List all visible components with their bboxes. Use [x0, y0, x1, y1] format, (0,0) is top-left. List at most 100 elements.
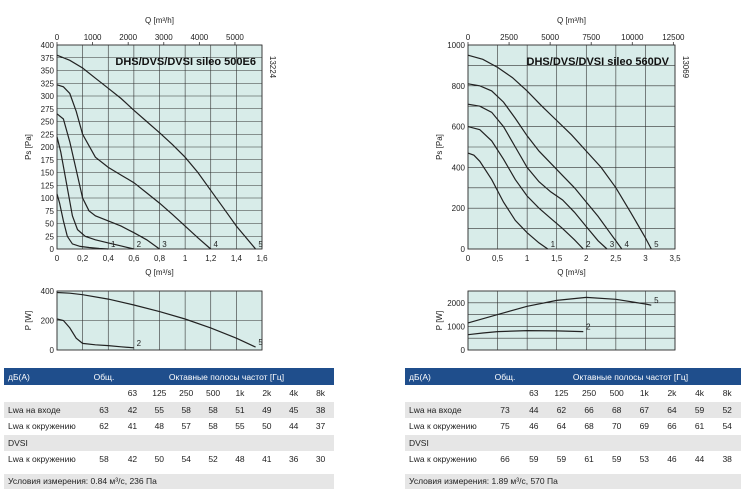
- table-row: Lwa к окружению 75 46 64 68 70 69 66 61 …: [405, 418, 741, 435]
- y-tick-label: 50: [45, 220, 54, 229]
- table-cell: 52: [199, 451, 227, 468]
- x-tick-label: 2: [584, 254, 589, 263]
- chart-code: 13224: [268, 56, 277, 79]
- table-cell: 70: [602, 418, 631, 435]
- series-label: 5: [258, 240, 263, 249]
- y-tick-label: 1000: [447, 41, 465, 50]
- table-cell: 48: [145, 418, 173, 435]
- series-line: [467, 54, 652, 250]
- table-row: Lwa к окружению 62 41 48 57 58 55 50 44 …: [4, 418, 334, 435]
- series-label: 4: [214, 240, 219, 249]
- series-label: 2: [586, 240, 591, 249]
- table-cell: 41: [253, 451, 281, 468]
- x-tick-label: 1: [525, 254, 530, 263]
- x2-tick-label: 4000: [190, 33, 208, 42]
- table-row: Lwa к окружению 58 42 50 54 52 48 41 36 …: [4, 451, 334, 468]
- freq-cell: 63: [119, 385, 146, 402]
- table-cell: 59: [547, 451, 576, 468]
- table-header-bands: Октавные полосы частот [Гц]: [520, 368, 741, 385]
- y-tick-label: 100: [41, 194, 55, 203]
- fan-curves-figure: 0255075100125150175200225250275300325350…: [24, 16, 690, 355]
- table-cell: 46: [520, 418, 548, 435]
- freq-cell: 4k: [280, 385, 308, 402]
- table-cell: 55: [226, 418, 254, 435]
- chart-title: DHS/DVS/DVSI sileo 560DV: [527, 56, 670, 68]
- row-label: DVSI: [4, 434, 89, 451]
- table-cell: 50: [145, 451, 173, 468]
- sound-table-560DV: дБ(А) Общ. Октавные полосы частот [Гц] 6…: [405, 368, 741, 468]
- series-line: [56, 136, 135, 250]
- y-tick-label: 325: [41, 79, 55, 88]
- series-line: [467, 152, 549, 250]
- x-tick-label: 1,2: [205, 254, 217, 263]
- series-line: [56, 84, 212, 250]
- table-cell: 58: [199, 418, 227, 435]
- x-tick-label: 0,6: [128, 254, 140, 263]
- series-label: 5: [654, 240, 659, 249]
- y-tick-label: 275: [41, 105, 55, 114]
- y-axis-label: Ps [Pa]: [435, 134, 444, 160]
- table-header-unit: дБ(А): [4, 368, 89, 385]
- y-tick-label: 1000: [447, 322, 465, 331]
- x2-tick-label: 2500: [500, 33, 518, 42]
- y-tick-label: 2000: [447, 299, 465, 308]
- freq-cell: 4k: [685, 385, 714, 402]
- series-line: [56, 318, 134, 349]
- y-tick-label: 175: [41, 156, 55, 165]
- table-row: Lwa на входе 73 44 62 66 68 67 64 59 52: [405, 401, 741, 418]
- y-tick-label: 400: [452, 163, 466, 172]
- y-tick-label: 200: [41, 317, 55, 326]
- x-axis-label: Q [m³/s]: [145, 268, 173, 277]
- series-line: [467, 83, 623, 250]
- x2-tick-label: 7500: [582, 33, 600, 42]
- freq-cell: 250: [172, 385, 200, 402]
- y-tick-label: 350: [41, 67, 55, 76]
- x2-tick-label: 5000: [541, 33, 559, 42]
- sound-table-500E6: дБ(А) Общ. Октавные полосы частот [Гц] 6…: [4, 368, 334, 468]
- table-freq-row: 63 125 250 500 1k 2k 4k 8k: [405, 385, 741, 402]
- table-cell: 30: [307, 451, 334, 468]
- y-tick-label: 400: [41, 287, 55, 296]
- y-tick-label: 250: [41, 118, 55, 127]
- table-cell: 44: [280, 418, 308, 435]
- x-tick-label: 3,5: [669, 254, 681, 263]
- table-cell: 51: [226, 401, 254, 418]
- row-label: Lwa на входе: [405, 401, 490, 418]
- series-label: 5: [258, 338, 263, 347]
- table-cell: 61: [685, 418, 714, 435]
- series-line: [467, 329, 584, 336]
- y-tick-label: 300: [41, 92, 55, 101]
- x2-tick-label: 12500: [662, 33, 685, 42]
- x-tick-label: 0: [466, 254, 471, 263]
- x-tick-label: 1: [183, 254, 188, 263]
- table-header-row: дБ(А) Общ. Октавные полосы частот [Гц]: [4, 368, 334, 385]
- table-cell: 46: [658, 451, 686, 468]
- table-freq-row: 63 125 250 500 1k 2k 4k 8k: [4, 385, 334, 402]
- y-tick-label: 0: [50, 346, 55, 355]
- row-total: 58: [89, 451, 119, 468]
- freq-cell: 500: [199, 385, 227, 402]
- table-cell: 37: [307, 418, 334, 435]
- table-cell: 48: [226, 451, 254, 468]
- y-tick-label: 0: [461, 346, 466, 355]
- table-cell: 38: [307, 401, 334, 418]
- table-cell: 44: [685, 451, 714, 468]
- series-label: 5: [654, 296, 659, 305]
- y-axis-label: P [W]: [24, 311, 33, 330]
- table-cell: 66: [658, 418, 686, 435]
- table-cell: 44: [520, 401, 548, 418]
- table-cell: 66: [575, 401, 603, 418]
- table-cell: 36: [280, 451, 308, 468]
- x-tick-label: 2,5: [610, 254, 622, 263]
- series-label: 2: [137, 240, 142, 249]
- freq-cell: 8k: [307, 385, 334, 402]
- series-line: [467, 126, 584, 250]
- table-cell: 59: [685, 401, 714, 418]
- y-axis-label: Ps [Pa]: [24, 134, 33, 160]
- y-tick-label: 0: [461, 245, 466, 254]
- y-tick-label: 0: [50, 245, 55, 254]
- series-line: [467, 103, 608, 250]
- series-label: 2: [586, 323, 591, 332]
- measurement-conditions: Условия измерения: 0.84 м³/с, 236 Па: [4, 474, 334, 489]
- series-label: 3: [610, 240, 615, 249]
